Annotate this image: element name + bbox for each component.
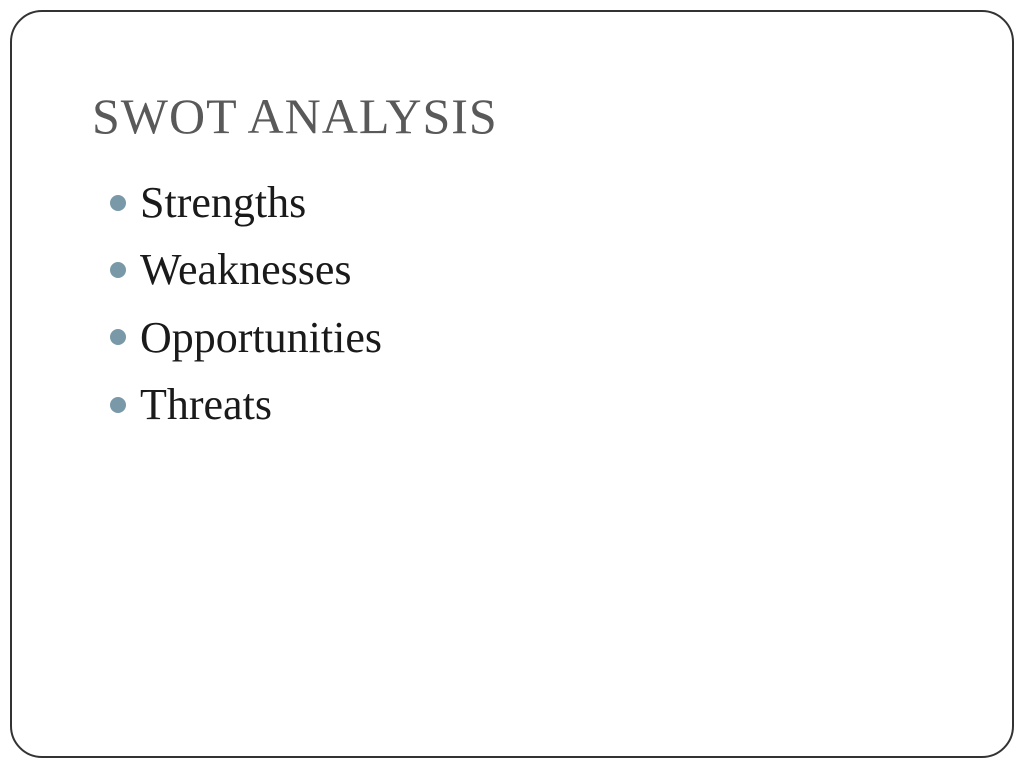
bullet-list: Strengths Weaknesses Opportunities Threa… [92, 173, 932, 435]
list-item: Opportunities [110, 308, 932, 367]
bullet-icon [110, 195, 126, 211]
list-item: Strengths [110, 173, 932, 232]
bullet-text: Threats [140, 375, 272, 434]
bullet-icon [110, 329, 126, 345]
bullet-text: Weaknesses [140, 240, 352, 299]
bullet-icon [110, 262, 126, 278]
bullet-icon [110, 397, 126, 413]
bullet-text: Strengths [140, 173, 306, 232]
bullet-text: Opportunities [140, 308, 382, 367]
slide-frame: SWOT ANALYSIS Strengths Weaknesses Oppor… [10, 10, 1014, 758]
slide-content: SWOT ANALYSIS Strengths Weaknesses Oppor… [12, 12, 1012, 435]
list-item: Weaknesses [110, 240, 932, 299]
slide-title: SWOT ANALYSIS [92, 87, 932, 145]
list-item: Threats [110, 375, 932, 434]
